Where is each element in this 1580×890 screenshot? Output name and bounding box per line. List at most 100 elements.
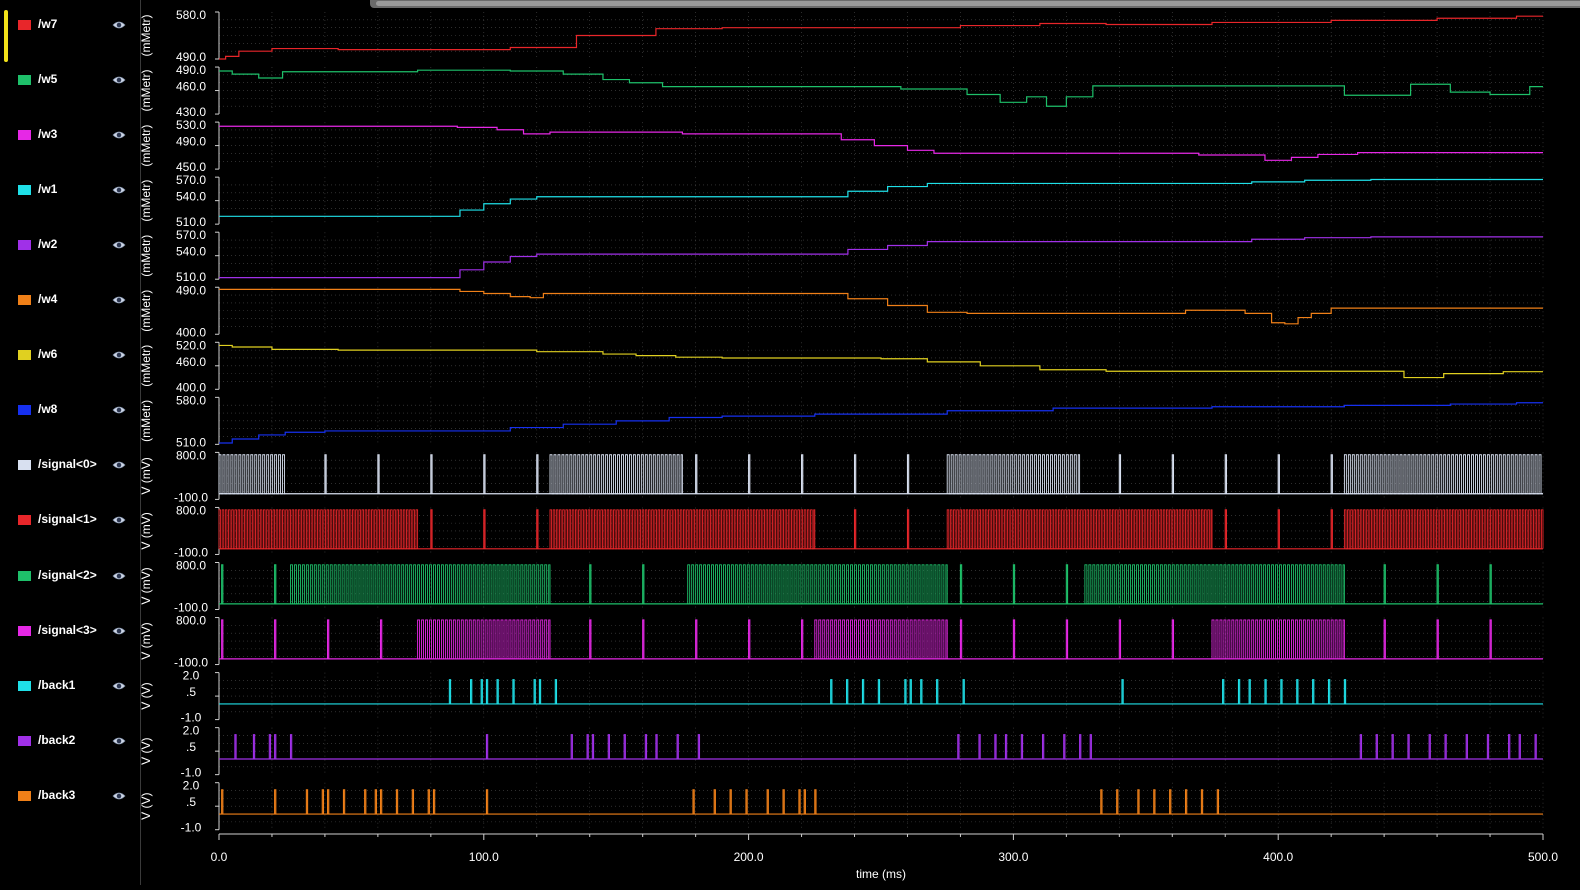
x-axis-label: time (ms)	[856, 867, 906, 881]
spike	[1041, 734, 1045, 759]
eye-icon[interactable]	[112, 238, 126, 252]
signal-row[interactable]: /signal<0>	[8, 454, 136, 476]
eye-icon[interactable]	[112, 458, 126, 472]
spike	[1237, 679, 1241, 704]
spike	[1224, 454, 1227, 494]
spike	[1116, 789, 1119, 815]
spike	[959, 564, 963, 604]
signal-color-swatch	[18, 295, 31, 306]
y-tick-label: 510.0	[176, 270, 206, 284]
spike	[1121, 679, 1124, 704]
signal-list-sidebar: /w7/w5/w3/w1/w2/w4/w6/w8/signal<0> /signa…	[0, 0, 141, 885]
signal-row[interactable]: /signal<2>	[8, 565, 136, 587]
spike	[305, 789, 309, 815]
eye-icon[interactable]	[112, 293, 126, 307]
y-tick-label: 570.0	[176, 228, 206, 242]
spike	[1118, 454, 1122, 494]
y-axis-label: V (mV)	[140, 567, 153, 604]
signal-row[interactable]: /w5	[8, 69, 136, 91]
waveform-plot-area[interactable]: 580.0 490.0 (mMetr) 490.0 460.0 430.0 (mMetr) 5…	[139, 0, 1580, 885]
eye-icon[interactable]	[112, 348, 126, 362]
eye-icon[interactable]	[112, 128, 126, 142]
eye-icon[interactable]	[112, 569, 126, 583]
spike	[1169, 789, 1172, 815]
signal-row[interactable]: /signal<3>	[8, 620, 136, 642]
x-tick-label: 400.0	[1263, 850, 1293, 864]
signal-name: /w1	[38, 182, 58, 197]
series-line	[219, 15, 1543, 60]
spike	[327, 789, 330, 815]
eye-icon[interactable]	[112, 789, 126, 803]
spike	[692, 789, 695, 815]
panel: 580.0 490.0 (mMetr)	[139, 8, 1544, 64]
spike-burst	[417, 619, 551, 660]
spike	[1118, 619, 1122, 659]
spike	[1343, 679, 1347, 704]
spike	[713, 789, 716, 815]
spike	[1444, 734, 1447, 759]
spike	[512, 679, 515, 704]
y-axis-label: V (mV)	[140, 512, 153, 549]
signal-name: /w7	[38, 17, 58, 31]
eye-icon[interactable]	[112, 679, 126, 693]
spike	[1248, 679, 1251, 704]
signal-row[interactable]: /back3	[8, 785, 136, 807]
spike	[803, 789, 806, 815]
signal-row[interactable]: /w6	[8, 344, 136, 366]
y-axis-label: (mMetr)	[140, 345, 153, 387]
spike	[695, 619, 698, 659]
y-tick-label: 520.0	[176, 338, 206, 352]
panel: 580.0 510.0 (mMetr)	[139, 393, 1544, 449]
scrollbar-thumb[interactable]	[376, 1, 1580, 6]
signal-row[interactable]: /back1	[8, 675, 136, 697]
panel-background	[219, 782, 1543, 830]
y-tick-label: 530.0	[176, 118, 206, 132]
signal-row[interactable]: /w8	[8, 399, 136, 421]
panel: 490.0 460.0 430.0 (mMetr)	[139, 63, 1544, 119]
panel: 530.0 490.0 450.0 (mMetr)	[139, 118, 1544, 174]
signal-row[interactable]: /w4	[8, 289, 136, 311]
signal-row[interactable]: /w7	[8, 14, 136, 36]
horizontal-scrollbar[interactable]	[370, 0, 1580, 8]
signal-color-swatch	[18, 515, 31, 526]
spike	[485, 679, 489, 704]
eye-icon[interactable]	[112, 403, 126, 417]
spike	[274, 619, 277, 659]
signal-color-swatch	[18, 240, 31, 251]
series-line	[219, 178, 1543, 217]
signal-row[interactable]: /signal<1>	[8, 509, 136, 531]
y-axis-label: (mMetr)	[140, 70, 153, 112]
series-line	[219, 344, 1543, 379]
spike	[1436, 619, 1439, 659]
spike	[695, 454, 698, 494]
spike	[655, 734, 658, 759]
signal-name: /w6	[38, 347, 58, 362]
spike	[342, 789, 346, 815]
eye-icon[interactable]	[112, 513, 126, 527]
y-tick-label: .5	[186, 740, 196, 754]
spike	[1171, 454, 1175, 494]
y-axis-label: V (mV)	[140, 457, 153, 494]
signal-name: /signal<1>	[38, 512, 97, 527]
spike	[782, 789, 785, 815]
eye-icon[interactable]	[112, 624, 126, 638]
signal-row[interactable]: /w3	[8, 124, 136, 146]
signal-row[interactable]: /back2	[8, 730, 136, 752]
eye-icon[interactable]	[112, 73, 126, 87]
eye-icon[interactable]	[112, 734, 126, 748]
eye-icon[interactable]	[112, 183, 126, 197]
signal-color-swatch	[18, 460, 31, 471]
spike	[221, 789, 224, 815]
signal-name: /w3	[38, 127, 58, 142]
signal-color-swatch	[18, 350, 31, 361]
spike	[589, 619, 592, 659]
signal-row[interactable]: /w2	[8, 234, 136, 256]
spike	[1171, 619, 1175, 659]
signal-row[interactable]: /w1	[8, 179, 136, 201]
spike-burst	[946, 509, 1213, 550]
spike	[1391, 734, 1394, 759]
spike	[906, 454, 910, 494]
eye-icon[interactable]	[112, 18, 126, 32]
y-axis-label: (mMetr)	[140, 235, 153, 277]
spike	[395, 789, 399, 815]
